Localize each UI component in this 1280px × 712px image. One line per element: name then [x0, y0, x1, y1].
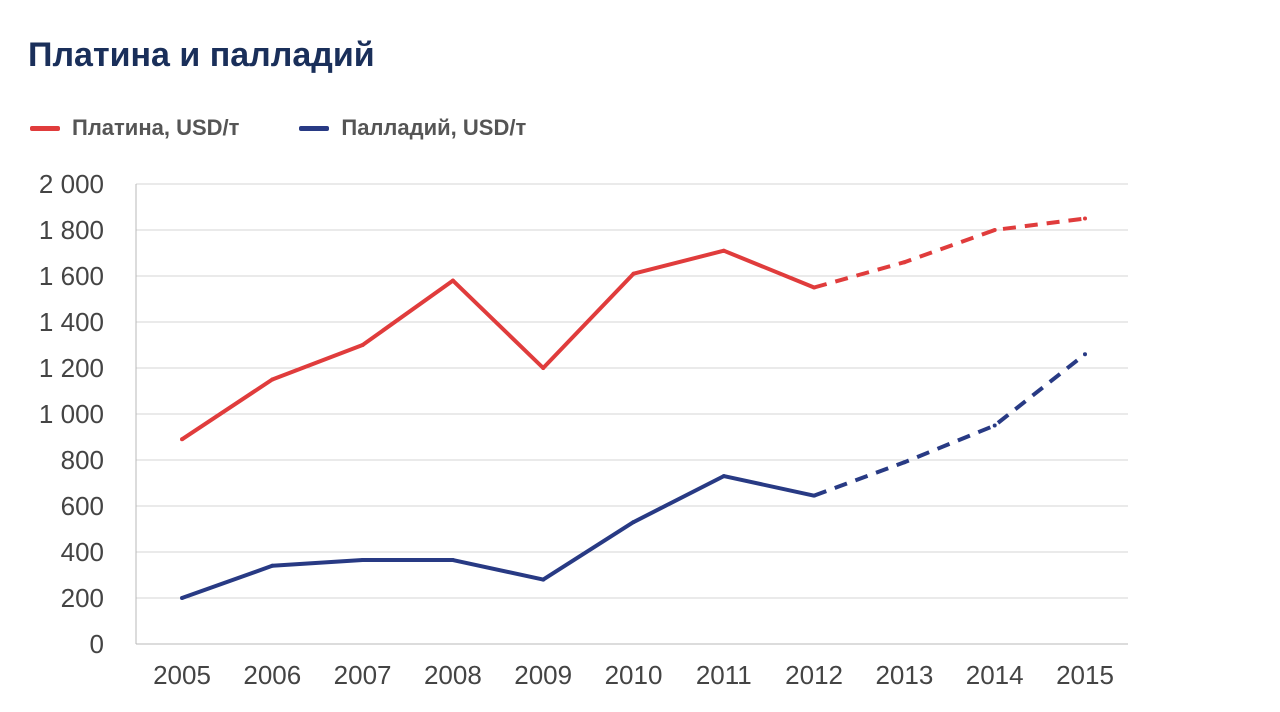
x-tick-label: 2013: [875, 660, 933, 690]
x-tick-label: 2010: [605, 660, 663, 690]
data-point-palladium: [360, 558, 365, 563]
y-tick-label: 1 800: [39, 215, 104, 245]
chart-legend: Платина, USD/т Палладий, USD/т: [30, 115, 526, 141]
y-tick-label: 200: [61, 583, 104, 613]
data-point-palladium: [721, 474, 726, 479]
y-tick-label: 600: [61, 491, 104, 521]
data-point-platinum: [541, 366, 546, 370]
data-point-platinum: [450, 278, 455, 283]
series-line-palladium: [181, 474, 815, 600]
data-point-palladium: [992, 423, 997, 428]
y-tick-label: 1 200: [39, 353, 104, 383]
data-point-platinum: [902, 260, 907, 265]
x-tick-label: 2005: [153, 660, 211, 690]
y-tick-label: 1 600: [39, 261, 104, 291]
y-tick-label: 1 400: [39, 307, 104, 337]
data-point-platinum: [1083, 216, 1087, 221]
x-tick-label: 2009: [514, 660, 572, 690]
x-tick-label: 2014: [966, 660, 1024, 690]
legend-label-palladium: Палладий, USD/т: [341, 115, 527, 140]
y-tick-label: 0: [90, 629, 104, 659]
x-tick-label: 2011: [696, 660, 752, 690]
x-tick-label: 2007: [334, 660, 392, 690]
data-point-platinum: [812, 285, 817, 290]
x-tick-label: 2008: [424, 660, 482, 690]
legend-label-platinum: Платина, USD/т: [72, 115, 240, 140]
data-point-palladium: [902, 460, 907, 465]
data-point-palladium: [270, 563, 275, 568]
x-tick-label: 2015: [1056, 660, 1114, 690]
legend-item-palladium: Палладий, USD/т: [299, 115, 526, 141]
legend-item-platinum: Платина, USD/т: [30, 115, 239, 141]
data-point-platinum: [721, 248, 726, 253]
data-point-palladium: [541, 577, 546, 582]
data-point-platinum: [270, 377, 275, 382]
data-point-palladium: [450, 558, 455, 563]
data-point-platinum: [180, 437, 184, 442]
y-tick-label: 400: [61, 537, 104, 567]
series-forecast-line-platinum: [813, 216, 1086, 290]
legend-swatch-platinum: [30, 125, 60, 131]
data-point-palladium: [812, 493, 817, 498]
y-tick-label: 800: [61, 445, 104, 475]
y-tick-label: 1 000: [39, 399, 104, 429]
data-point-platinum: [360, 343, 365, 347]
series-line-platinum: [180, 248, 815, 441]
data-point-palladium: [1083, 352, 1087, 357]
data-point-platinum: [631, 271, 636, 276]
data-point-palladium: [631, 520, 636, 525]
data-point-platinum: [992, 228, 997, 232]
legend-swatch-palladium: [299, 125, 330, 131]
y-tick-label: 2 000: [39, 169, 104, 199]
x-tick-label: 2012: [785, 660, 843, 690]
chart-title: Платина и палладий: [28, 36, 375, 74]
x-tick-label: 2006: [243, 660, 301, 690]
data-point-palladium: [180, 596, 184, 600]
series-forecast-line-palladium: [813, 352, 1087, 498]
